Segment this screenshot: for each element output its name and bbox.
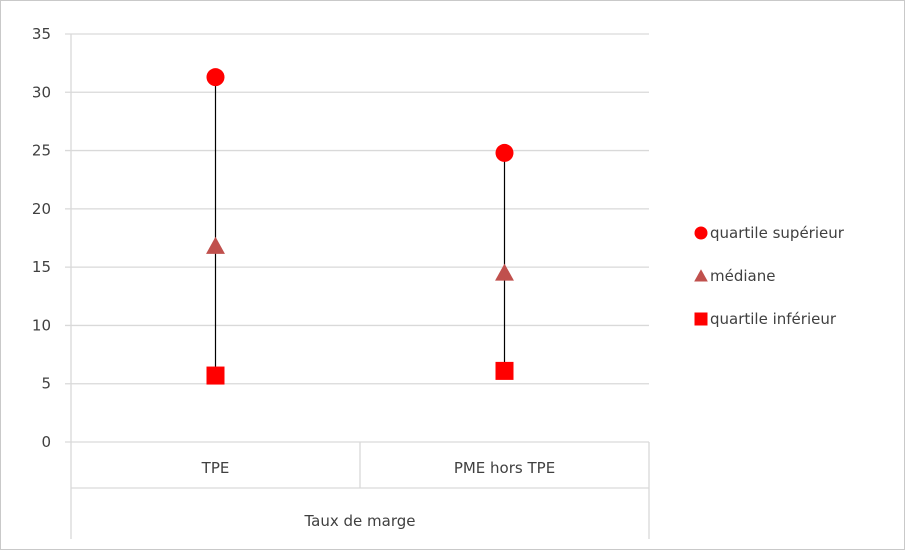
marker-square-1 — [495, 361, 514, 380]
y-tick-label-35: 35 — [32, 25, 51, 43]
legend-item-0: quartile supérieur — [694, 224, 845, 242]
legend-marker-triangle — [694, 269, 708, 282]
category-labels: TPE PME hors TPE — [201, 459, 556, 477]
range-lines — [214, 77, 506, 376]
y-tick-label-10: 10 — [32, 316, 51, 334]
y-axis-ticks: 0 5 10 15 20 25 30 35 — [32, 25, 51, 451]
y-tick-label-30: 30 — [32, 83, 51, 101]
category-label-0: TPE — [201, 459, 230, 477]
gridlines — [65, 33, 649, 443]
marker-triangle-1 — [495, 263, 514, 281]
category-label-1: PME hors TPE — [454, 459, 555, 477]
marker-circle-0 — [206, 68, 225, 87]
legend-item-1: médiane — [694, 267, 775, 285]
y-tick-label-25: 25 — [32, 142, 51, 160]
legend-item-2: quartile inférieur — [694, 310, 837, 328]
y-tick-label-5: 5 — [41, 375, 51, 393]
legend: quartile supérieur médiane quartile inféri… — [694, 224, 845, 328]
legend-marker-square — [694, 312, 708, 326]
legend-label-1: médiane — [710, 267, 775, 285]
markers — [206, 68, 514, 385]
legend-marker-circle — [694, 226, 708, 240]
y-tick-label-0: 0 — [41, 433, 51, 451]
legend-label-0: quartile supérieur — [710, 224, 845, 242]
axes — [70, 34, 650, 539]
legend-label-2: quartile inférieur — [710, 310, 837, 328]
marker-triangle-0 — [206, 236, 225, 254]
y-tick-label-15: 15 — [32, 258, 51, 276]
y-tick-label-20: 20 — [32, 200, 51, 218]
marker-square-0 — [206, 366, 225, 385]
marker-circle-1 — [495, 143, 514, 162]
group-label: Taux de marge — [304, 512, 416, 530]
